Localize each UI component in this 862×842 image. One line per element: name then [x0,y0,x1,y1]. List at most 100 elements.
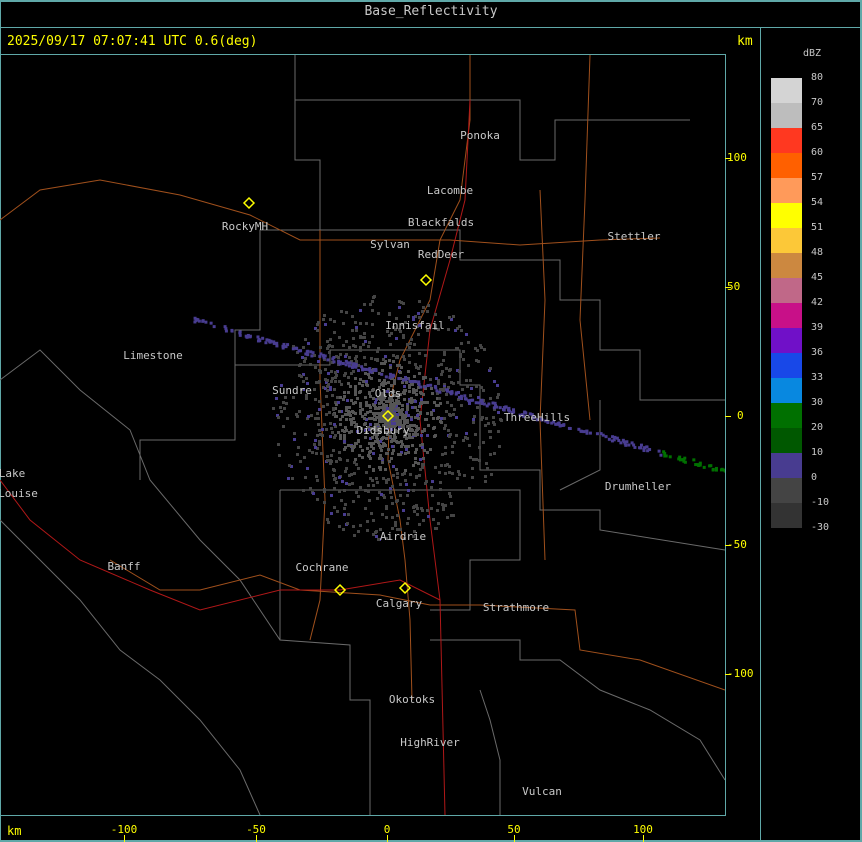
echo-pixel [321,428,324,431]
legend-level-label: 70 [811,97,824,108]
legend-level-label: -10 [811,497,830,508]
echo-pixel [398,306,401,309]
legend-level-label: 36 [811,347,824,358]
echo-pixel [369,457,372,460]
echo-pixel [340,310,343,313]
echo-pixel [379,528,382,531]
beam-echo-pixel [417,380,421,384]
echo-pixel [407,445,410,448]
echo-pixel [434,324,437,327]
echo-pixel [420,507,423,510]
echo-pixel [419,411,422,414]
beam-echo-pixel [397,377,401,381]
frame-left [0,0,1,842]
echo-pixel [421,430,424,433]
beam-echo-pixel [392,374,396,378]
echo-pixel [379,398,382,401]
echo-pixel [422,377,425,380]
echo-pixel [366,520,369,523]
beam-echo-pixel [354,362,358,366]
echo-pixel [343,374,346,377]
echo-pixel [385,404,388,407]
echo-pixel [396,413,399,416]
echo-pixel [302,380,305,383]
echo-pixel [399,371,402,374]
echo-pixel [410,416,413,419]
echo-pixel [396,476,399,479]
highway-line [109,559,725,691]
beam-echo-pixel [624,443,628,447]
beam-echo-pixel [663,454,667,458]
boundary-line [0,349,281,641]
echo-pixel [391,399,394,402]
echo-pixel [439,420,442,423]
echo-pixel [352,370,355,373]
echo-pixel [380,383,383,386]
echo-pixel [385,437,388,440]
legend-swatch [771,78,802,103]
echo-pixel [493,423,496,426]
echo-pixel [330,454,333,457]
echo-pixel [378,386,381,389]
radar-map[interactable]: Ponoka Lacombe Blackfalds Sylvan RedDeer Stet… [0,55,725,815]
echo-pixel [320,452,323,455]
echo-pixel [405,411,408,414]
town-label: Didsbury [356,424,410,437]
echo-pixel [365,380,368,383]
echo-pixel [416,513,419,516]
echo-pixel [397,407,400,410]
echo-pixel [353,461,356,464]
echo-pixel [463,474,466,477]
echo-pixel [439,402,442,405]
echo-pixel [442,359,445,362]
echo-pixel [280,384,283,387]
echo-pixel [357,439,360,442]
echo-pixel [378,415,381,418]
legend-level-label: 33 [811,372,824,383]
echo-pixel [304,338,307,341]
echo-pixel [436,509,439,512]
town-label: Drumheller [604,480,672,493]
echo-pixel [421,466,424,469]
echo-pixel [334,477,337,480]
echo-pixel [359,346,362,349]
beam-echo-pixel [615,436,619,440]
echo-pixel [435,404,438,407]
echo-pixel [372,519,375,522]
beam-echo-pixel [467,399,471,403]
echo-pixel [448,435,451,438]
echo-pixel [346,399,349,402]
beam-echo-pixel [463,394,467,398]
echo-pixel [324,387,327,390]
echo-pixel [388,431,391,434]
x-tick [124,835,125,842]
echo-pixel [408,385,411,388]
echo-pixel [377,347,380,350]
echo-pixel [418,352,421,355]
echo-pixel [299,460,302,463]
echo-pixel [350,372,353,375]
echo-pixel [353,421,356,424]
echo-pixel [314,366,317,369]
echo-pixel [342,344,345,347]
echo-pixel [339,458,342,461]
echo-pixel [382,384,385,387]
boundary-line [479,689,501,815]
echo-pixel [325,395,328,398]
echo-pixel [397,393,400,396]
echo-pixel [404,415,407,418]
echo-pixel [381,461,384,464]
echo-pixel [379,428,382,431]
echo-pixel [309,487,312,490]
echo-pixel [372,442,375,445]
echo-pixel [387,416,390,419]
echo-pixel [369,395,372,398]
echo-pixel [493,380,496,383]
echo-pixel [377,397,380,400]
echo-pixel [442,388,445,391]
x-tick-label: 100 [633,823,653,836]
echo-pixel [314,327,317,330]
legend-swatch [771,103,802,128]
echo-pixel [437,404,440,407]
highway-line [0,179,661,246]
